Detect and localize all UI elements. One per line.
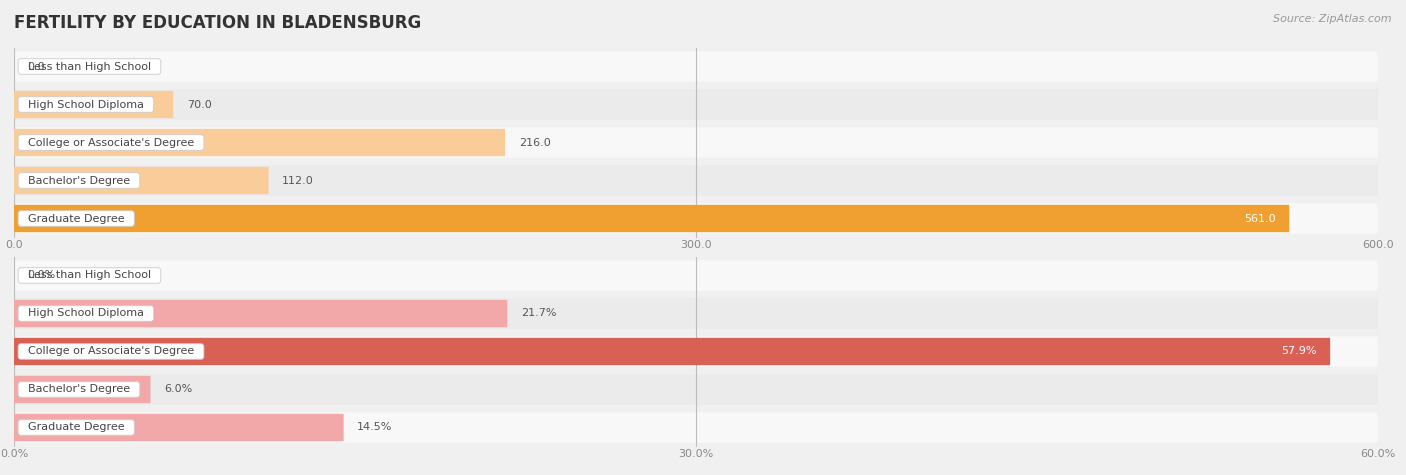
FancyBboxPatch shape	[14, 51, 1378, 82]
Text: Graduate Degree: Graduate Degree	[21, 213, 132, 224]
Text: Bachelor's Degree: Bachelor's Degree	[21, 175, 136, 186]
FancyBboxPatch shape	[14, 205, 1289, 232]
FancyBboxPatch shape	[14, 336, 1378, 367]
FancyBboxPatch shape	[14, 127, 1378, 158]
Text: 561.0: 561.0	[1244, 213, 1275, 224]
Text: Bachelor's Degree: Bachelor's Degree	[21, 384, 136, 395]
Text: 21.7%: 21.7%	[522, 308, 557, 319]
Text: Graduate Degree: Graduate Degree	[21, 422, 132, 433]
Text: 57.9%: 57.9%	[1281, 346, 1316, 357]
FancyBboxPatch shape	[14, 298, 1378, 329]
Text: 0.0%: 0.0%	[28, 270, 56, 281]
Text: 216.0: 216.0	[519, 137, 550, 148]
Text: 112.0: 112.0	[283, 175, 314, 186]
FancyBboxPatch shape	[14, 203, 1378, 234]
FancyBboxPatch shape	[14, 376, 150, 403]
Text: Source: ZipAtlas.com: Source: ZipAtlas.com	[1274, 14, 1392, 24]
Text: FERTILITY BY EDUCATION IN BLADENSBURG: FERTILITY BY EDUCATION IN BLADENSBURG	[14, 14, 422, 32]
Text: 70.0: 70.0	[187, 99, 211, 110]
FancyBboxPatch shape	[14, 260, 1378, 291]
Text: College or Associate's Degree: College or Associate's Degree	[21, 346, 201, 357]
Text: 14.5%: 14.5%	[357, 422, 392, 433]
FancyBboxPatch shape	[14, 414, 343, 441]
Text: High School Diploma: High School Diploma	[21, 308, 150, 319]
FancyBboxPatch shape	[14, 91, 173, 118]
FancyBboxPatch shape	[14, 167, 269, 194]
FancyBboxPatch shape	[14, 412, 1378, 443]
Text: 0.0: 0.0	[28, 61, 45, 72]
FancyBboxPatch shape	[14, 338, 1330, 365]
FancyBboxPatch shape	[14, 165, 1378, 196]
Text: Less than High School: Less than High School	[21, 270, 157, 281]
FancyBboxPatch shape	[14, 129, 505, 156]
FancyBboxPatch shape	[14, 374, 1378, 405]
FancyBboxPatch shape	[14, 300, 508, 327]
FancyBboxPatch shape	[14, 89, 1378, 120]
Text: College or Associate's Degree: College or Associate's Degree	[21, 137, 201, 148]
Text: 6.0%: 6.0%	[165, 384, 193, 395]
Text: High School Diploma: High School Diploma	[21, 99, 150, 110]
Text: Less than High School: Less than High School	[21, 61, 157, 72]
